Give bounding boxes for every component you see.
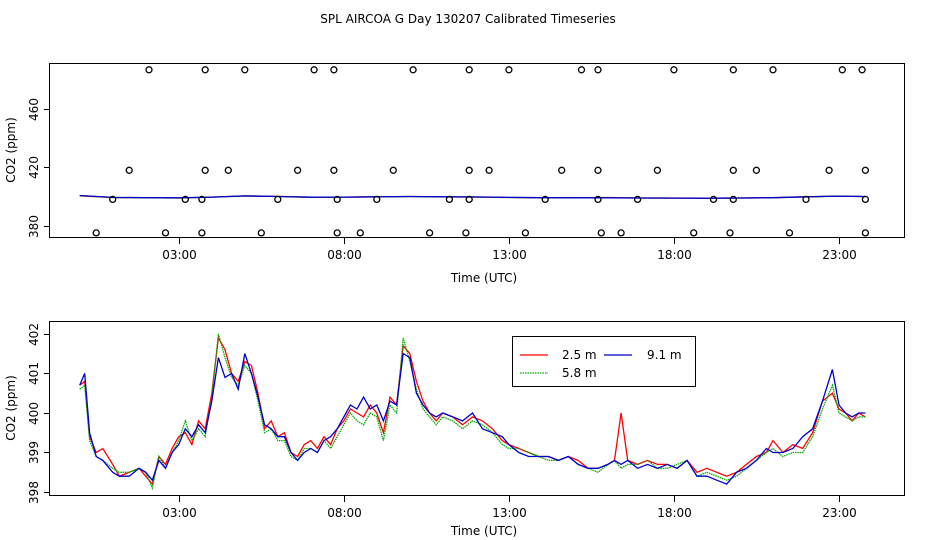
top-sample-point (594, 66, 602, 74)
top-sample-point (198, 229, 206, 237)
top-panel: CO2 (ppm) Time (UTC) 03:00 08:00 13:00 18:0… (4, 63, 905, 285)
top-sample-point (161, 229, 170, 237)
top-sample-point (521, 229, 530, 237)
bottom-y-tick-label: 400 (27, 402, 41, 425)
top-sample-point (462, 229, 470, 237)
bottom-series-9.1m (79, 352, 866, 485)
top-x-tick-label: 13:00 (492, 248, 527, 262)
top-y-tick-label: 420 (27, 156, 41, 179)
bottom-y-tick-label: 399 (27, 441, 41, 464)
top-sample-point (769, 66, 777, 74)
top-sample-point (333, 229, 341, 237)
top-sample-point (198, 195, 206, 204)
legend-label-5.8m: 5.8 m (562, 366, 597, 380)
top-sample-point (729, 66, 737, 74)
top-x-tick-label: 03:00 (162, 248, 197, 262)
top-sample-point (726, 229, 734, 237)
top-sample-point (201, 166, 209, 174)
legend-label-2.5m: 2.5 m (562, 348, 597, 362)
legend-label-9.1m: 9.1 m (647, 348, 682, 362)
top-sample-point (425, 229, 434, 237)
bottom-x-tick-label: 03:00 (162, 506, 197, 520)
top-sample-point (653, 166, 662, 174)
top-sample-point (257, 229, 265, 237)
figure-title: SPL AIRCOA G Day 130207 Calibrated Times… (320, 12, 615, 26)
top-x-tick-label: 08:00 (327, 248, 362, 262)
top-sample-point (145, 66, 153, 74)
top-sample-point (333, 195, 341, 204)
bottom-y-axis-label: CO2 (ppm) (4, 375, 18, 441)
top-sample-point (858, 66, 866, 74)
top-sample-point (594, 195, 602, 204)
bottom-series-2.5m (79, 335, 866, 486)
top-sample-point (785, 229, 794, 237)
top-sample-point (274, 195, 282, 204)
bottom-plot-frame (49, 321, 905, 496)
top-x-tick-label: 18:00 (657, 248, 692, 262)
top-sample-point (729, 195, 737, 204)
top-sample-point (445, 195, 454, 204)
top-sample-point (838, 66, 846, 74)
top-sample-point (752, 166, 761, 174)
top-sample-point (465, 195, 473, 204)
top-series-9.1m (79, 194, 866, 199)
top-sample-point (224, 166, 232, 174)
top-sample-point (558, 166, 566, 174)
top-sample-point (709, 195, 718, 204)
top-x-tick-label: 23:00 (822, 248, 857, 262)
top-sample-point (729, 166, 737, 174)
bottom-series-5.8m (79, 333, 866, 491)
bottom-x-tick-label: 08:00 (327, 506, 362, 520)
top-sample-point (577, 66, 586, 74)
top-sample-point (861, 166, 870, 174)
top-sample-point (373, 195, 381, 204)
bottom-y-tick-label: 402 (27, 323, 41, 346)
top-sample-point (465, 166, 473, 174)
top-sample-point (310, 66, 318, 74)
legend-frame (512, 336, 696, 387)
top-sample-point (670, 66, 678, 74)
bottom-x-tick-label: 18:00 (657, 506, 692, 520)
top-sample-point (125, 166, 133, 174)
top-y-tick-label: 460 (27, 98, 41, 121)
bottom-x-tick-label: 13:00 (492, 506, 527, 520)
top-sample-point (92, 229, 100, 237)
top-sample-point (485, 166, 493, 174)
top-sample-point (802, 195, 810, 204)
top-sample-point (330, 66, 338, 74)
bottom-y-tick-label: 401 (27, 362, 41, 385)
top-sample-point (617, 229, 625, 237)
top-sample-point (505, 66, 513, 74)
top-sample-point (597, 229, 605, 237)
top-y-tick-label: 380 (27, 215, 41, 238)
bottom-x-axis-label: Time (UTC) (450, 524, 517, 538)
top-sample-point (330, 166, 338, 174)
bottom-x-tick-label: 23:00 (822, 506, 857, 520)
legend: 2.5 m 9.1 m 5.8 m (512, 336, 696, 387)
bottom-panel: CO2 (ppm) Time (UTC) 03:00 08:00 13:00 18:0… (4, 321, 905, 538)
top-sample-point (293, 166, 302, 174)
top-sample-point (241, 66, 249, 74)
top-sample-point (201, 66, 209, 74)
top-sample-point (594, 166, 602, 174)
top-sample-point (690, 229, 698, 237)
top-y-axis-label: CO2 (ppm) (4, 117, 18, 183)
top-sample-point (861, 229, 870, 237)
top-sample-point (181, 195, 189, 204)
top-sample-point (356, 229, 364, 237)
top-sample-point (389, 166, 397, 174)
top-x-axis-label: Time (UTC) (450, 271, 517, 285)
top-sample-point (633, 195, 642, 204)
top-sample-point (541, 195, 549, 204)
top-sample-point (825, 166, 833, 174)
top-sample-point (409, 66, 417, 74)
top-sample-point (861, 195, 870, 204)
top-sample-point (109, 195, 117, 204)
top-plot-frame (49, 63, 905, 238)
top-sample-point (465, 66, 473, 74)
bottom-y-tick-label: 398 (27, 481, 41, 504)
